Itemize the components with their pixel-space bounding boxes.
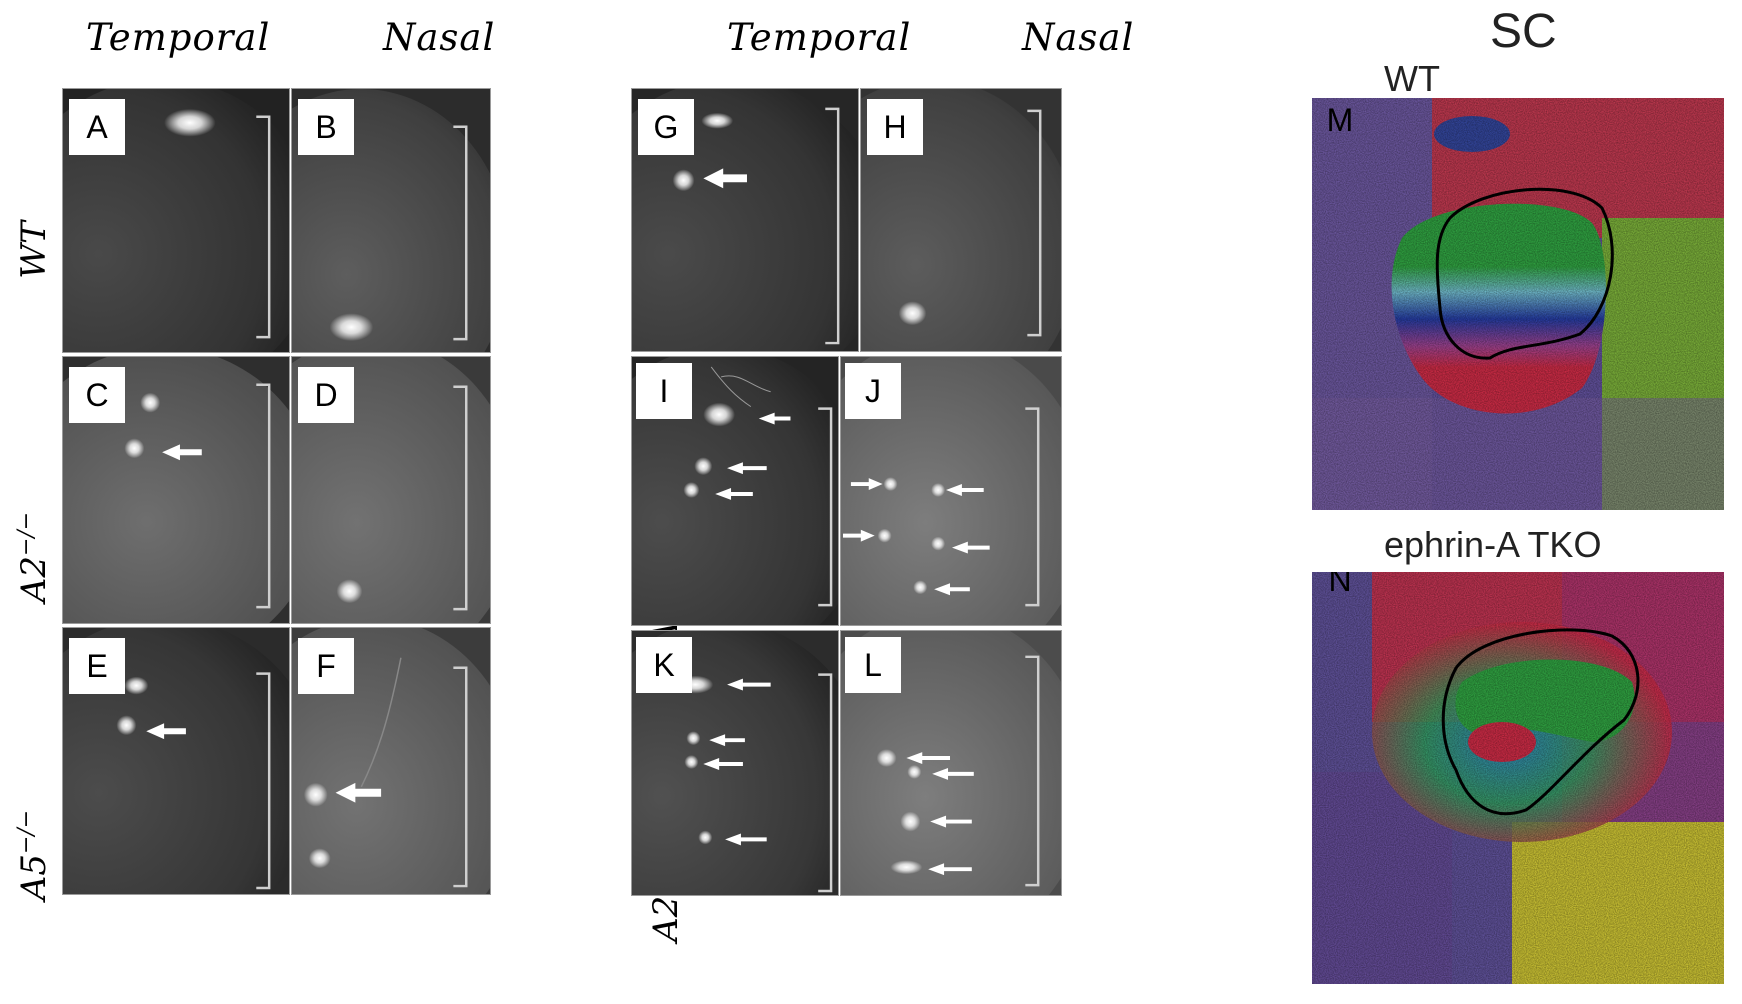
panel-label-n: N [1328, 572, 1352, 598]
panel-label-m: M [1326, 101, 1354, 138]
header-temporal-left: Temporal [86, 16, 271, 59]
panel-label-k: K [636, 637, 692, 693]
header-nasal-left: Nasal [383, 16, 496, 59]
row-label-a2-ko: A2−/− [13, 511, 55, 603]
panel-label-b: B [298, 99, 354, 155]
panel-label-c: C [69, 367, 125, 423]
panel-j-image: J [840, 356, 1062, 626]
panel-label-e: E [69, 638, 125, 694]
panel-l-image: L [840, 630, 1062, 896]
sc-title: SC [1490, 5, 1557, 58]
row-label-wt: WT [14, 221, 54, 279]
panel-label-a: A [69, 99, 125, 155]
panel-m-map: M [1312, 98, 1724, 510]
header-temporal-mid: Temporal [727, 16, 912, 59]
panel-g-image: G [631, 88, 859, 352]
panel-label-g: G [638, 99, 694, 155]
panel-n-map: N [1312, 572, 1724, 984]
panel-label-j: J [845, 363, 901, 419]
panel-label-d: D [298, 367, 354, 423]
panel-c-image: C [62, 356, 290, 624]
panel-label-f: F [298, 638, 354, 694]
sc-wt-label: WT [1384, 58, 1440, 99]
panel-label-h: H [867, 99, 923, 155]
sc-tko-label: ephrin-A TKO [1384, 524, 1602, 565]
row-label-a5-ko: A5−/− [13, 809, 55, 901]
panel-label-i: I [636, 363, 692, 419]
panel-f-image: F [291, 627, 491, 895]
panel-i-image: I [631, 356, 839, 626]
panel-d-image: D [291, 356, 491, 624]
panel-label-l: L [845, 637, 901, 693]
header-nasal-mid: Nasal [1022, 16, 1135, 59]
panel-e-image: E [62, 627, 290, 895]
panel-b-image: B [291, 88, 491, 353]
panel-h-image: H [860, 88, 1062, 352]
panel-a-image: A [62, 88, 290, 353]
panel-k-image: K [631, 630, 839, 896]
